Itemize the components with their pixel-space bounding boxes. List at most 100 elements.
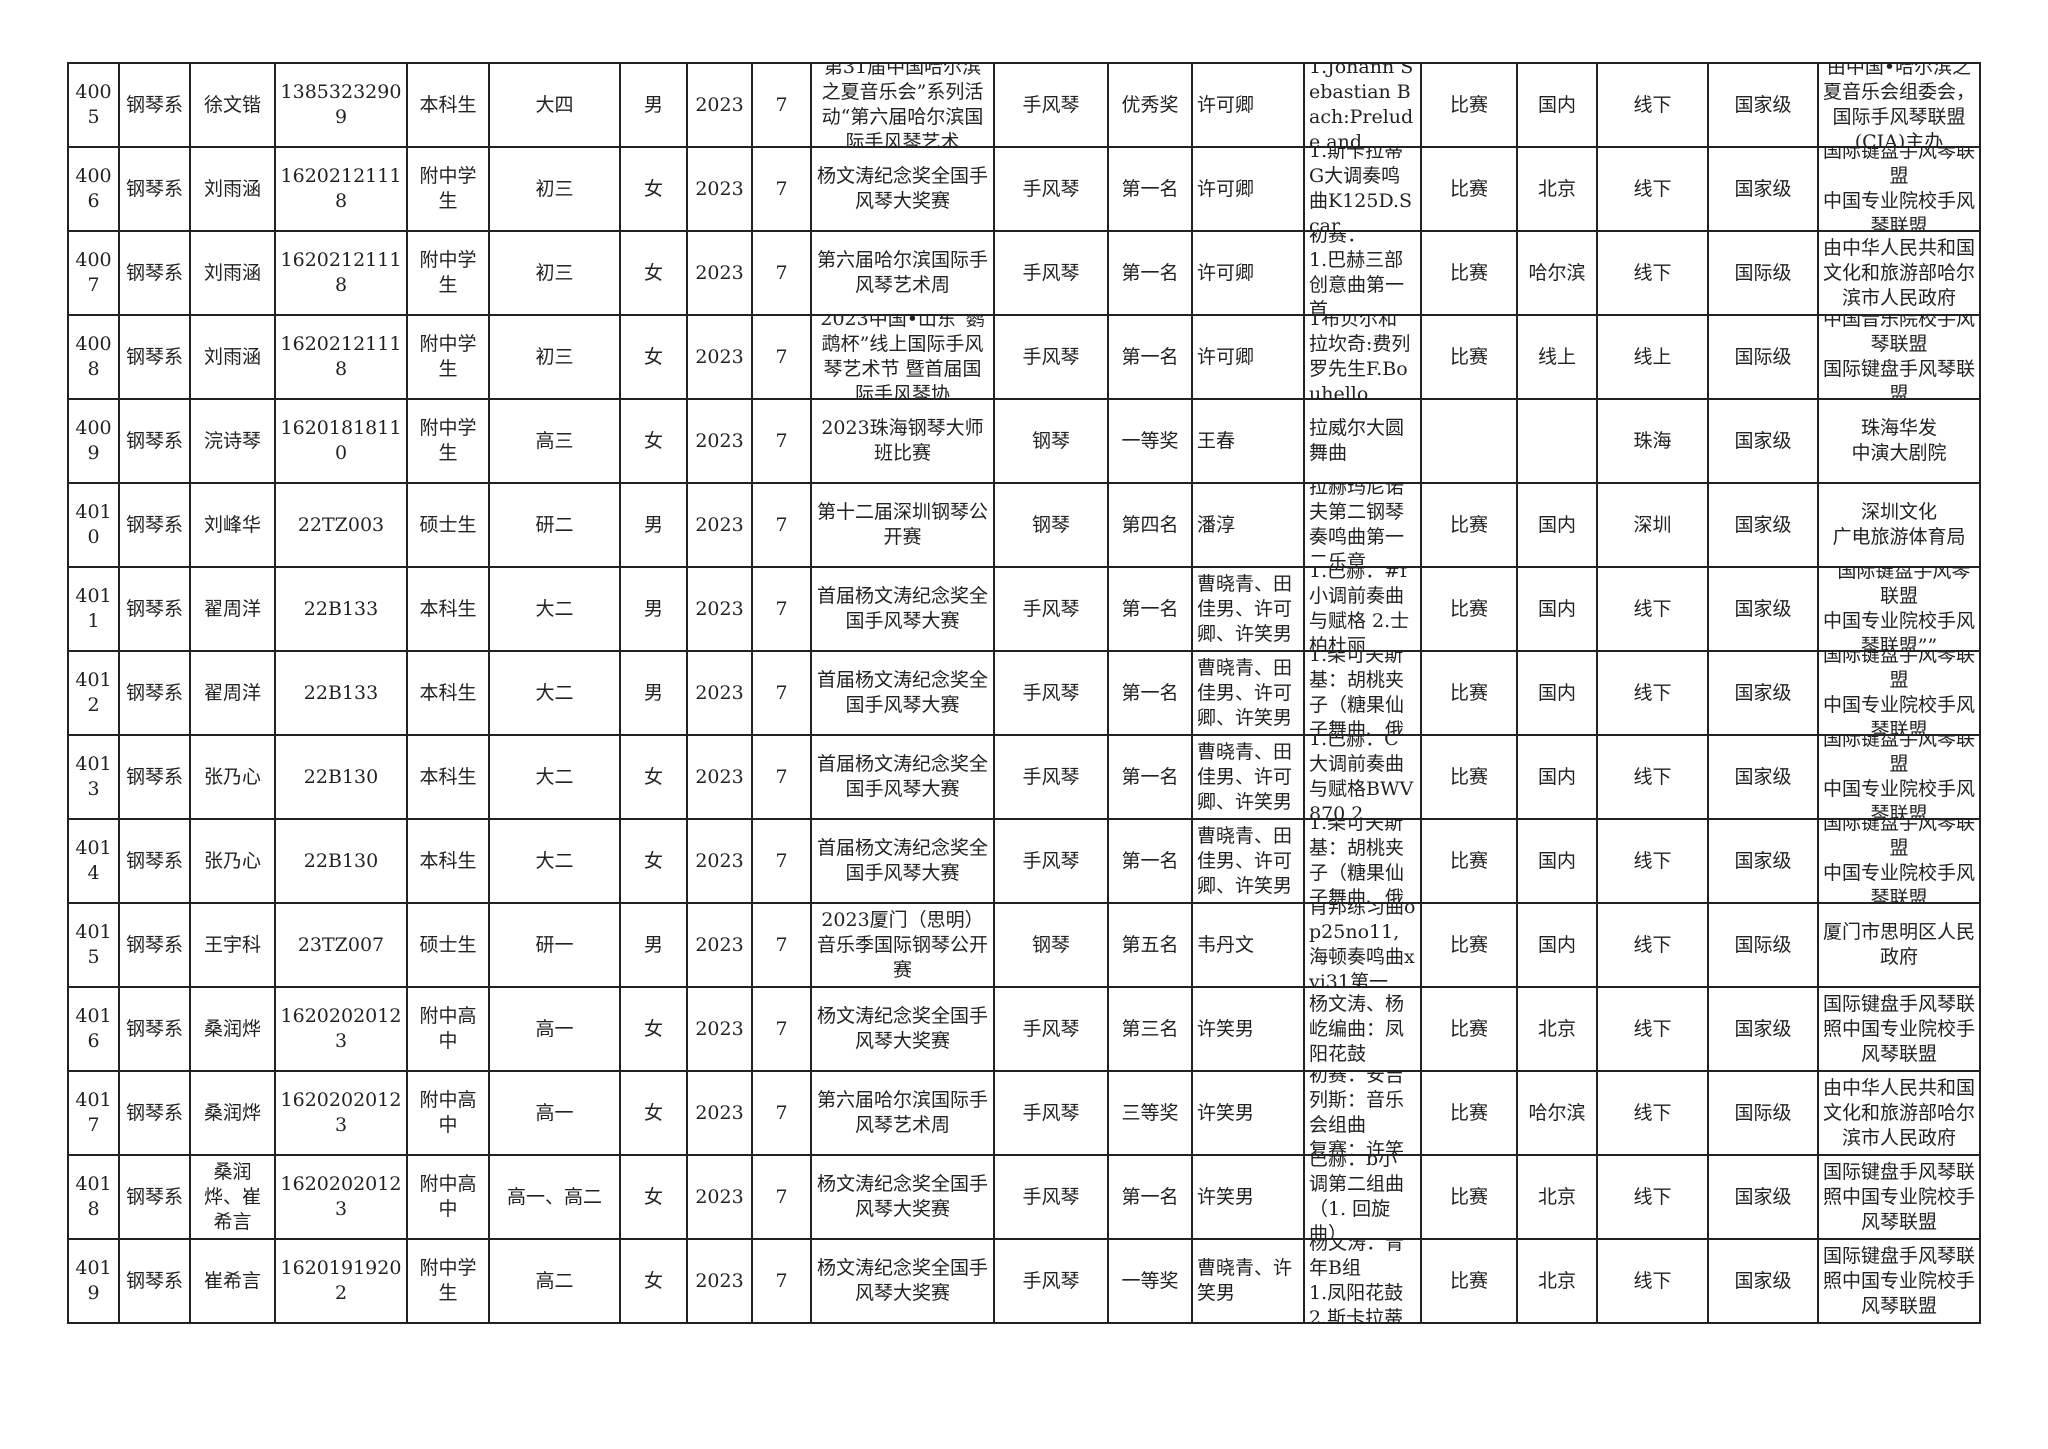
student-type-wrap: 附中学生	[408, 400, 488, 482]
cell-level: 国际级	[1707, 902, 1819, 988]
cell-award: 优秀奖	[1107, 62, 1193, 148]
department-text: 钢琴系	[125, 1101, 183, 1124]
activity-type-wrap: 比赛	[1422, 736, 1516, 818]
cell-activity-type: 比赛	[1420, 230, 1518, 316]
mode-text: 线下	[1633, 681, 1672, 704]
gender-wrap: 女	[621, 1240, 686, 1322]
table-body: 4005 钢琴系 徐文锴 13853232909 本科生 大四男 2023 7 第31届中国哈尔…	[67, 62, 1981, 1324]
cell-gender: 男	[619, 566, 688, 652]
repertoire-text: 1.巴赫：C大调前奏曲与赋格BWV870 2	[1309, 736, 1414, 818]
cell-award: 第一名	[1107, 650, 1193, 736]
activity-type-text: 比赛	[1449, 681, 1488, 704]
cell-instrument: 手风琴	[993, 1070, 1109, 1156]
scope-text: 国内	[1537, 93, 1576, 116]
gender-wrap: 女	[621, 1156, 686, 1238]
record-id-wrap: 4006	[69, 148, 118, 230]
student-type-text: 附中学生	[419, 333, 477, 380]
cell-event-name: 第31届中国哈尔滨之夏音乐会”系列活动“第六届哈尔滨国际手风琴艺术	[810, 62, 995, 148]
cell-award: 第一名	[1107, 566, 1193, 652]
scope-wrap: 国内	[1518, 568, 1596, 650]
instrument-text: 手风琴	[1022, 1017, 1080, 1040]
student-number-wrap: 16202121118	[276, 232, 406, 314]
grade-text: 初三	[535, 177, 574, 200]
event-name-text: 首届杨文涛纪念奖全国手风琴大赛	[816, 585, 988, 632]
event-name-text: 首届杨文涛纪念奖全国手风琴大赛	[816, 837, 988, 884]
activity-type-text: 比赛	[1449, 849, 1488, 872]
department-wrap: 钢琴系	[120, 988, 189, 1070]
record-id-wrap: 4011	[69, 568, 118, 650]
department-text: 钢琴系	[125, 849, 183, 872]
teacher-wrap: 曹晓青、许笑男	[1193, 1240, 1303, 1322]
cell-year: 2023	[686, 1070, 753, 1156]
gender-wrap: 女	[621, 988, 686, 1070]
cell-student-type: 附中学生	[406, 1238, 490, 1324]
cell-month: 7	[751, 62, 812, 148]
activity-type-wrap: 比赛	[1422, 148, 1516, 230]
organizer-wrap: 国际键盘手风琴联照中国专业院校手风琴联盟	[1819, 1240, 1979, 1322]
student-name-text: 翟周洋	[203, 681, 261, 704]
activity-type-text: 比赛	[1449, 1101, 1488, 1124]
department-wrap: 钢琴系	[120, 1156, 189, 1238]
department-text: 钢琴系	[125, 177, 183, 200]
teacher-wrap: 曹晓青、田佳男、许可卿、许笑男	[1193, 820, 1303, 902]
student-name-text: 桑润烨、崔希言	[203, 1160, 261, 1233]
repertoire-text: 1.Johann Sebastian Bach:Prelude and	[1309, 64, 1414, 146]
level-text: 国家级	[1734, 1017, 1792, 1040]
cell-gender: 女	[619, 1238, 688, 1324]
cell-record-id: 4015	[67, 902, 120, 988]
year-text: 2023	[695, 1017, 744, 1040]
cell-department: 钢琴系	[118, 986, 191, 1072]
cell-event-name: 首届杨文涛纪念奖全国手风琴大赛	[810, 818, 995, 904]
mode-text: 线下	[1633, 93, 1672, 116]
teacher-text: 韦丹文	[1197, 933, 1255, 956]
cell-scope: 哈尔滨	[1516, 230, 1598, 316]
student-number-wrap: 16202020123	[276, 1156, 406, 1238]
teacher-wrap: 许笑男	[1193, 988, 1303, 1070]
award-wrap: 第一名	[1109, 652, 1191, 734]
grade-wrap: 高二	[490, 1240, 619, 1322]
cell-activity-type: 比赛	[1420, 734, 1518, 820]
cell-grade: 高一、高二	[488, 1154, 621, 1240]
mode-text: 深圳	[1633, 513, 1672, 536]
department-text: 钢琴系	[125, 345, 183, 368]
award-wrap: 第一名	[1109, 1156, 1191, 1238]
organizer-wrap: “国际键盘手风琴联盟 中国专业院校手风琴联盟””	[1819, 568, 1979, 650]
cell-mode: 线下	[1596, 986, 1709, 1072]
level-text: 国际级	[1734, 1101, 1792, 1124]
cell-student-number: 16201919202	[274, 1238, 408, 1324]
cell-activity-type: 比赛	[1420, 650, 1518, 736]
cell-mode: 线下	[1596, 650, 1709, 736]
cell-instrument: 钢琴	[993, 902, 1109, 988]
month-text: 7	[775, 93, 788, 116]
cell-mode: 线下	[1596, 230, 1709, 316]
grade-text: 高一	[535, 1101, 574, 1124]
cell-student-type: 附中高中	[406, 1154, 490, 1240]
student-number-text: 23TZ007	[297, 933, 385, 956]
cell-event-name: 首届杨文涛纪念奖全国手风琴大赛	[810, 650, 995, 736]
teacher-text: 潘淳	[1197, 513, 1236, 536]
cell-department: 钢琴系	[118, 482, 191, 568]
teacher-text: 许可卿	[1197, 345, 1255, 368]
award-text: 三等奖	[1121, 1101, 1179, 1124]
gender-text: 男	[643, 597, 663, 620]
repertoire-text: 初赛： 1.巴赫三部创意曲第一首	[1309, 232, 1405, 314]
instrument-wrap: 手风琴	[995, 988, 1107, 1070]
cell-teacher: 许可卿	[1191, 146, 1305, 232]
scope-text: 哈尔滨	[1528, 261, 1586, 284]
grade-wrap: 大二	[490, 736, 619, 818]
instrument-text: 手风琴	[1022, 849, 1080, 872]
gender-text: 男	[643, 681, 663, 704]
record-id-text: 4009	[75, 417, 112, 464]
cell-grade: 初三	[488, 146, 621, 232]
month-text: 7	[775, 933, 788, 956]
record-id-wrap: 4005	[69, 64, 118, 146]
cell-activity-type: 比赛	[1420, 818, 1518, 904]
gender-text: 男	[643, 93, 663, 116]
activity-type-text: 比赛	[1449, 765, 1488, 788]
cell-level: 国际级	[1707, 1070, 1819, 1156]
gender-text: 女	[643, 1101, 663, 1124]
cell-award: 一等奖	[1107, 1238, 1193, 1324]
cell-gender: 女	[619, 734, 688, 820]
cell-level: 国家级	[1707, 62, 1819, 148]
repertoire-wrap: 杨文涛：青年B组 1.凤阳花鼓 2.斯卡拉蒂	[1305, 1240, 1420, 1322]
